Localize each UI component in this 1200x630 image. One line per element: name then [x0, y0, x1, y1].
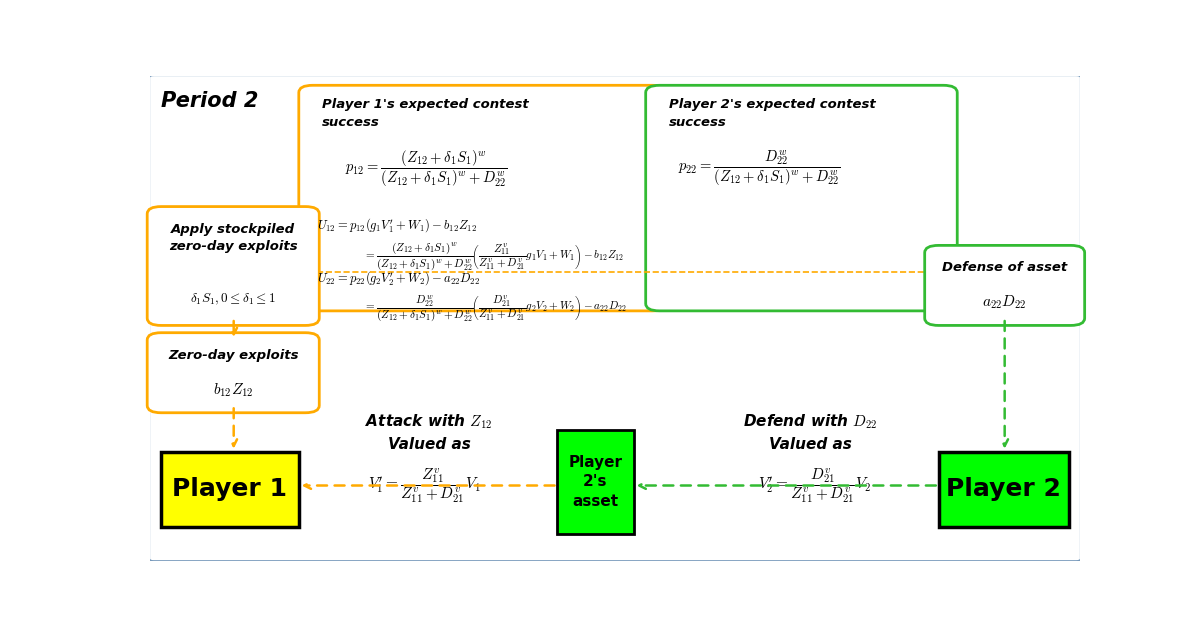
Text: $V_1' = \dfrac{Z_{11}^v}{Z_{11}^v + D_{21}^v}V_1$: $V_1' = \dfrac{Z_{11}^v}{Z_{11}^v + D_{2…: [367, 466, 481, 505]
Text: Player 1: Player 1: [173, 477, 288, 501]
Text: $U_{12} = p_{12}(g_1 V_1' + W_1) - b_{12}Z_{12}$: $U_{12} = p_{12}(g_1 V_1' + W_1) - b_{12…: [317, 216, 478, 234]
FancyBboxPatch shape: [161, 452, 299, 527]
Text: $= \dfrac{(Z_{12}+\delta_1 S_1)^w}{(Z_{12}+\delta_1 S_1)^w+D_{22}^w}\!\left(\dfr: $= \dfrac{(Z_{12}+\delta_1 S_1)^w}{(Z_{1…: [364, 241, 624, 272]
Text: Zero-day exploits: Zero-day exploits: [168, 349, 299, 362]
Text: Defense of asset: Defense of asset: [942, 261, 1067, 275]
FancyBboxPatch shape: [148, 207, 319, 326]
FancyBboxPatch shape: [148, 333, 319, 413]
Text: $V_2' = \dfrac{D_{21}^v}{Z_{11}^v + D_{21}^v}V_2$: $V_2' = \dfrac{D_{21}^v}{Z_{11}^v + D_{2…: [758, 466, 871, 505]
Text: $= \dfrac{D_{22}^w}{(Z_{12}+\delta_1 S_1)^w+D_{22}^w}\!\left(\dfrac{D_{21}^v}{Z_: $= \dfrac{D_{22}^w}{(Z_{12}+\delta_1 S_1…: [364, 294, 626, 324]
Text: Player
2's
asset: Player 2's asset: [569, 455, 623, 509]
FancyBboxPatch shape: [925, 245, 1085, 326]
Text: Period 2: Period 2: [161, 91, 258, 111]
Text: Attack with $Z_{12}$
Valued as: Attack with $Z_{12}$ Valued as: [365, 413, 493, 452]
Text: Defend with $D_{22}$
Valued as: Defend with $D_{22}$ Valued as: [743, 413, 877, 452]
Text: Player 2: Player 2: [947, 477, 1061, 501]
Text: $U_{22} = p_{22}(g_2 V_2' + W_2) - a_{22}D_{22}$: $U_{22} = p_{22}(g_2 V_2' + W_2) - a_{22…: [317, 270, 481, 287]
FancyBboxPatch shape: [299, 85, 666, 311]
Text: $p_{12} = \dfrac{(Z_{12} + \delta_1 S_1)^w}{(Z_{12} + \delta_1 S_1)^w + D_{22}^w: $p_{12} = \dfrac{(Z_{12} + \delta_1 S_1)…: [346, 148, 508, 189]
Text: $\delta_1 S_1, 0 \leq \delta_1 \leq 1$: $\delta_1 S_1, 0 \leq \delta_1 \leq 1$: [191, 292, 276, 307]
Text: Player 1's expected contest
success: Player 1's expected contest success: [322, 98, 529, 129]
FancyBboxPatch shape: [646, 85, 958, 311]
FancyBboxPatch shape: [938, 452, 1069, 527]
Text: $p_{22} = \dfrac{D_{22}^w}{(Z_{12} + \delta_1 S_1)^w + D_{22}^w}$: $p_{22} = \dfrac{D_{22}^w}{(Z_{12} + \de…: [678, 148, 840, 188]
Text: $b_{12}Z_{12}$: $b_{12}Z_{12}$: [212, 381, 253, 399]
Text: Apply stockpiled
zero-day exploits: Apply stockpiled zero-day exploits: [169, 222, 298, 253]
Text: Player 2's expected contest
success: Player 2's expected contest success: [668, 98, 876, 129]
Text: $a_{22}D_{22}$: $a_{22}D_{22}$: [983, 294, 1027, 311]
FancyBboxPatch shape: [557, 430, 634, 534]
